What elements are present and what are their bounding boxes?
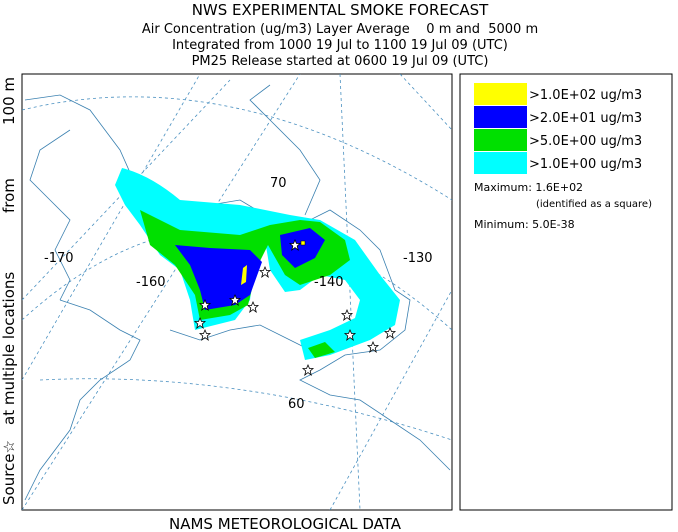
map-label: 70 xyxy=(270,176,287,191)
legend-minimum: Minimum: 5.0E-38 xyxy=(474,218,575,231)
subtitle: Integrated from 1000 19 Jul to 1100 19 J… xyxy=(172,38,508,53)
map xyxy=(22,74,452,510)
subtitle: Air Concentration (ug/m3) Layer Average … xyxy=(142,22,538,37)
map-label: -160 xyxy=(136,275,166,290)
map-label: -140 xyxy=(314,275,344,290)
legend-label: >1.0E+00 ug/m3 xyxy=(529,157,642,172)
legend-swatch xyxy=(474,106,527,128)
map-label: -130 xyxy=(403,251,433,266)
subtitle: PM25 Release started at 0600 19 Jul 09 (… xyxy=(192,54,489,69)
legend-label: >1.0E+02 ug/m3 xyxy=(529,88,642,103)
footer: NAMS METEOROLOGICAL DATA xyxy=(169,515,402,532)
legend-label: >5.0E+00 ug/m3 xyxy=(529,134,642,149)
legend: >1.0E+02 ug/m3 >2.0E+01 ug/m3 >5.0E+00 ug/… xyxy=(474,83,642,174)
title: NWS EXPERIMENTAL SMOKE FORECAST xyxy=(192,1,489,19)
legend-swatch xyxy=(474,129,527,151)
legend-note: (identified as a square) xyxy=(536,199,652,210)
side-label: 100 m xyxy=(0,77,18,125)
legend-maximum: Maximum: 1.6E+02 xyxy=(474,181,583,194)
map-label: -170 xyxy=(44,251,74,266)
legend-label: >2.0E+01 ug/m3 xyxy=(529,111,642,126)
legend-swatch xyxy=(474,83,527,105)
legend-swatch xyxy=(474,152,527,174)
side-label: Source☆ xyxy=(0,440,18,505)
side-label: at multiple locations xyxy=(0,272,18,425)
map-label: 60 xyxy=(288,397,305,412)
side-label: from xyxy=(0,178,18,213)
